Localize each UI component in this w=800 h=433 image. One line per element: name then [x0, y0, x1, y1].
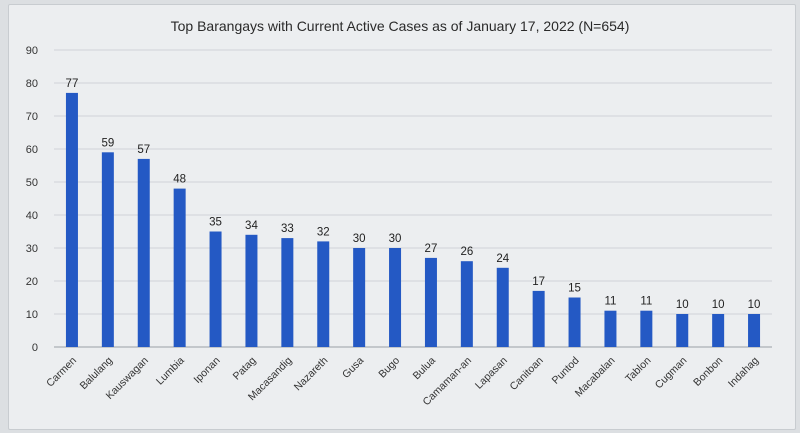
- data-label: 10: [712, 299, 725, 311]
- y-tick-label: 50: [26, 177, 38, 189]
- bar: [353, 248, 366, 347]
- chart-title: Top Barangays with Current Active Cases …: [170, 18, 630, 34]
- data-label: 34: [245, 220, 258, 232]
- bar: [424, 257, 437, 347]
- bar: [317, 241, 330, 347]
- y-tick-label: 80: [26, 78, 38, 90]
- bar: [137, 158, 150, 347]
- bar: [460, 261, 473, 347]
- bar: [389, 248, 402, 347]
- x-tick-label: Canitoan: [508, 355, 546, 393]
- y-tick-label: 10: [26, 309, 38, 321]
- bar: [640, 310, 653, 347]
- bar: [101, 152, 114, 347]
- bar: [65, 92, 78, 348]
- data-label: 59: [101, 137, 114, 149]
- bar: [209, 231, 222, 347]
- data-label: 30: [353, 233, 366, 245]
- x-tick-label: Tablon: [623, 355, 653, 385]
- bar: [281, 238, 294, 347]
- data-label: 27: [425, 243, 438, 255]
- x-tick-label: Nazareth: [292, 355, 331, 394]
- bar: [712, 314, 725, 347]
- data-label: 11: [640, 296, 652, 308]
- data-label: 17: [532, 276, 545, 288]
- x-tick-label: Patag: [231, 355, 259, 383]
- y-tick-label: 70: [26, 111, 38, 123]
- x-tick-label: Bugo: [376, 355, 402, 381]
- bar: [496, 267, 509, 347]
- x-tick-label: Puntod: [550, 355, 582, 387]
- x-tick-label: Bulua: [411, 355, 439, 383]
- x-tick-label: Carmen: [44, 355, 79, 390]
- bar: [748, 314, 761, 347]
- y-tick-label: 0: [32, 342, 38, 354]
- data-label: 77: [66, 78, 79, 90]
- bar: [173, 188, 186, 347]
- data-label: 32: [317, 226, 330, 238]
- data-label: 35: [209, 217, 222, 229]
- data-label: 24: [496, 253, 509, 265]
- data-label: 57: [137, 144, 150, 156]
- bar: [568, 297, 581, 347]
- y-tick-label: 30: [26, 243, 38, 255]
- x-tick-label: Cugman: [653, 355, 690, 392]
- data-label: 30: [389, 233, 402, 245]
- data-label: 15: [568, 283, 581, 295]
- y-tick-label: 90: [26, 45, 38, 57]
- y-tick-label: 60: [26, 144, 38, 156]
- bar: [245, 234, 258, 347]
- x-tick-label: Lapasan: [473, 355, 510, 392]
- bar: [532, 290, 545, 347]
- x-tick-label: Gusa: [340, 355, 366, 381]
- data-label: 26: [460, 246, 473, 258]
- data-label: 33: [281, 223, 294, 235]
- data-label: 10: [748, 299, 761, 311]
- y-tick-label: 20: [26, 276, 38, 288]
- bar: [604, 310, 617, 347]
- x-tick-label: Lumbia: [154, 355, 187, 388]
- x-tick-label: Indahag: [726, 355, 761, 390]
- data-label: 11: [604, 296, 616, 308]
- x-tick-label: Iponan: [191, 355, 222, 386]
- x-tick-label: Bonbon: [691, 355, 725, 389]
- data-label: 48: [173, 174, 186, 186]
- bar: [676, 314, 689, 347]
- y-tick-label: 40: [26, 210, 38, 222]
- data-label: 10: [676, 299, 689, 311]
